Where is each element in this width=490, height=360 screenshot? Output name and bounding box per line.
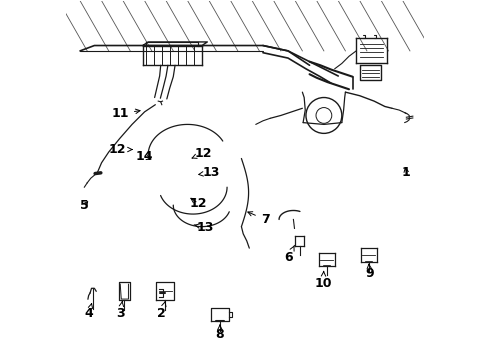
Text: 7: 7 [248,212,270,226]
Text: 13: 13 [194,221,214,234]
Text: 1: 1 [402,166,411,179]
Text: 11: 11 [111,107,140,120]
Text: 10: 10 [315,271,332,290]
Text: 13: 13 [199,166,220,179]
Text: 12: 12 [109,143,132,156]
Text: 5: 5 [80,199,89,212]
Text: 6: 6 [284,245,294,264]
Text: 4: 4 [85,303,94,320]
Text: 8: 8 [216,325,224,341]
Text: 14: 14 [136,150,153,163]
Text: 9: 9 [366,264,374,280]
Text: 12: 12 [190,197,207,210]
Text: 2: 2 [157,301,166,320]
Text: 12: 12 [192,147,213,159]
Text: 3: 3 [116,301,124,320]
